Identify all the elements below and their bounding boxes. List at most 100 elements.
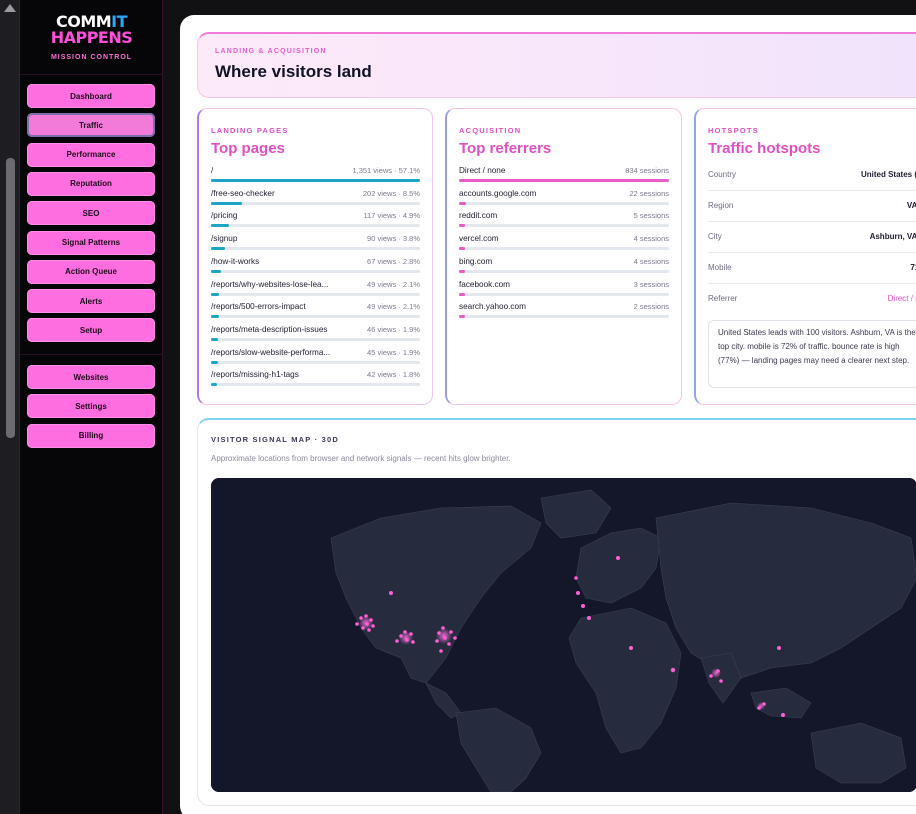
logo-subtitle: MISSION CONTROL	[50, 54, 133, 61]
row-label: /reports/missing-h1-tags	[211, 370, 299, 380]
list-item[interactable]: vercel.com 4 sessions	[459, 234, 669, 256]
progress-fill	[459, 247, 466, 251]
progress-bar	[459, 247, 669, 251]
progress-fill	[459, 269, 466, 273]
progress-bar	[459, 201, 669, 205]
row-value: 2 sessions	[633, 302, 669, 312]
logo-text-comm: COMM	[55, 12, 112, 31]
row-value: 117 views · 4.9%	[363, 211, 420, 221]
hotspot-row: Referrer Direct / none	[708, 284, 916, 315]
list-item[interactable]: /reports/why-websites-lose-lea... 49 view…	[211, 280, 420, 302]
logo-text-it: IT	[111, 12, 128, 31]
nav-item-reputation[interactable]: Reputation	[27, 171, 155, 196]
list-item[interactable]: reddit.com 5 sessions	[459, 211, 669, 233]
sidebar-divider	[20, 354, 163, 355]
nav-item-performance[interactable]: Performance	[27, 142, 155, 167]
progress-fill	[211, 201, 243, 205]
brand-logo[interactable]: COMMIT HAPPENS MISSION CONTROL	[20, 12, 163, 62]
hotspot-key: Referrer	[708, 294, 738, 303]
scroll-up-arrow-icon[interactable]	[4, 4, 16, 12]
list-item[interactable]: facebook.com 3 sessions	[459, 280, 669, 302]
page-title: Where visitors land	[215, 62, 372, 81]
row-value: 45 views · 1.9%	[367, 347, 420, 357]
nav-item-signal-patterns[interactable]: Signal Patterns	[27, 230, 155, 255]
list-item[interactable]: /reports/meta-description-issues 46 views…	[211, 325, 420, 347]
nav-item-setup[interactable]: Setup	[27, 318, 155, 343]
row-label: bing.com	[459, 256, 493, 266]
row-label: search.yahoo.com	[459, 302, 526, 312]
row-value: 5 sessions	[633, 211, 669, 221]
logo-text-happens: HAPPENS	[50, 28, 133, 47]
list-item[interactable]: /how-it-works 67 views · 2.8%	[211, 257, 420, 279]
card-title: Top referrers	[459, 140, 552, 157]
sidebar-divider	[20, 74, 163, 75]
row-value: 834 sessions	[625, 166, 669, 175]
nav-item-traffic[interactable]: Traffic	[27, 113, 155, 138]
hotspot-value: Direct / none	[887, 294, 916, 303]
hotspot-row: Country United States (100)	[708, 160, 916, 191]
progress-bar	[211, 360, 420, 364]
progress-bar	[459, 292, 669, 296]
row-label: /reports/500-errors-impact	[211, 302, 306, 312]
row-label: /reports/slow-website-performa...	[211, 347, 331, 357]
list-item[interactable]: /signup 90 views · 3.8%	[211, 234, 420, 256]
row-label: /signup	[211, 234, 238, 244]
progress-fill	[211, 292, 219, 296]
list-item[interactable]: /reports/missing-h1-tags 42 views · 1.8%	[211, 370, 420, 392]
nav-item-billing[interactable]: Billing	[27, 423, 155, 448]
list-item[interactable]: Direct / none 834 sessions	[459, 166, 669, 188]
progress-fill	[459, 315, 466, 319]
card-title: Traffic hotspots	[708, 140, 821, 157]
hotspot-row: City Ashburn, VA, US	[708, 222, 916, 253]
progress-bar	[211, 315, 420, 319]
list-item[interactable]: /pricing 117 views · 4.9%	[211, 211, 420, 233]
row-value: 46 views · 1.9%	[367, 324, 420, 334]
main-panel: LANDING & ACQUISITION Where visitors lan…	[180, 15, 916, 814]
list-item[interactable]: / 1,351 views · 57.1%	[211, 166, 420, 188]
row-value: 3 sessions	[633, 279, 669, 289]
list-item[interactable]: /reports/slow-website-performa... 45 view…	[211, 348, 420, 370]
page-scrollbar[interactable]	[0, 0, 20, 814]
progress-fill	[211, 269, 222, 273]
row-label: /	[211, 166, 214, 175]
list-item[interactable]: /reports/500-errors-impact 49 views · 2.1…	[211, 302, 420, 324]
nav-item-seo[interactable]: SEO	[27, 201, 155, 226]
hotspot-key: Country	[708, 170, 737, 179]
list-item[interactable]: search.yahoo.com 2 sessions	[459, 302, 669, 324]
row-value: 22 sessions	[629, 188, 669, 198]
nav-item-dashboard[interactable]: Dashboard	[27, 84, 155, 108]
progress-bar	[211, 201, 420, 205]
progress-bar	[211, 292, 420, 296]
row-value: 4 sessions	[633, 256, 669, 266]
landing-pages-card: LANDING PAGES Top pages / 1,351 views · 5…	[197, 108, 433, 405]
progress-bar	[211, 269, 420, 273]
progress-bar	[211, 383, 420, 387]
row-value: 49 views · 2.1%	[367, 302, 420, 312]
hotspot-key: City	[708, 232, 722, 241]
progress-bar	[211, 179, 420, 182]
row-value: 4 sessions	[633, 234, 669, 244]
list-item[interactable]: /free-seo-checker 202 views · 8.5%	[211, 189, 420, 211]
nav-item-settings[interactable]: Settings	[27, 394, 155, 419]
row-label: facebook.com	[459, 279, 510, 289]
progress-fill	[459, 292, 466, 296]
acquisition-card: ACQUISITION Top referrers Direct / none 8…	[445, 108, 682, 405]
scroll-thumb[interactable]	[6, 158, 15, 438]
progress-bar	[211, 247, 420, 251]
visitor-signal-map[interactable]	[211, 478, 916, 792]
row-value: 90 views · 3.8%	[367, 234, 420, 244]
nav-item-alerts[interactable]: Alerts	[27, 289, 155, 314]
hotspot-value: United States (100)	[860, 170, 916, 179]
page-eyebrow: LANDING & ACQUISITION	[215, 48, 327, 55]
hotspot-summary: United States leads with 100 visitors. A…	[708, 320, 916, 388]
nav-item-websites[interactable]: Websites	[27, 365, 155, 389]
progress-fill	[211, 383, 218, 387]
list-item[interactable]: accounts.google.com 22 sessions	[459, 189, 669, 211]
card-eyebrow: ACQUISITION	[459, 126, 522, 135]
nav-item-action-queue[interactable]: Action Queue	[27, 259, 155, 284]
world-map-graphic	[211, 478, 916, 792]
list-item[interactable]: bing.com 4 sessions	[459, 257, 669, 279]
visitor-map-card: VISITOR SIGNAL MAP · 30D Approximate loc…	[197, 418, 916, 806]
progress-fill	[459, 201, 467, 205]
hotspot-value: VA, US	[906, 201, 916, 210]
